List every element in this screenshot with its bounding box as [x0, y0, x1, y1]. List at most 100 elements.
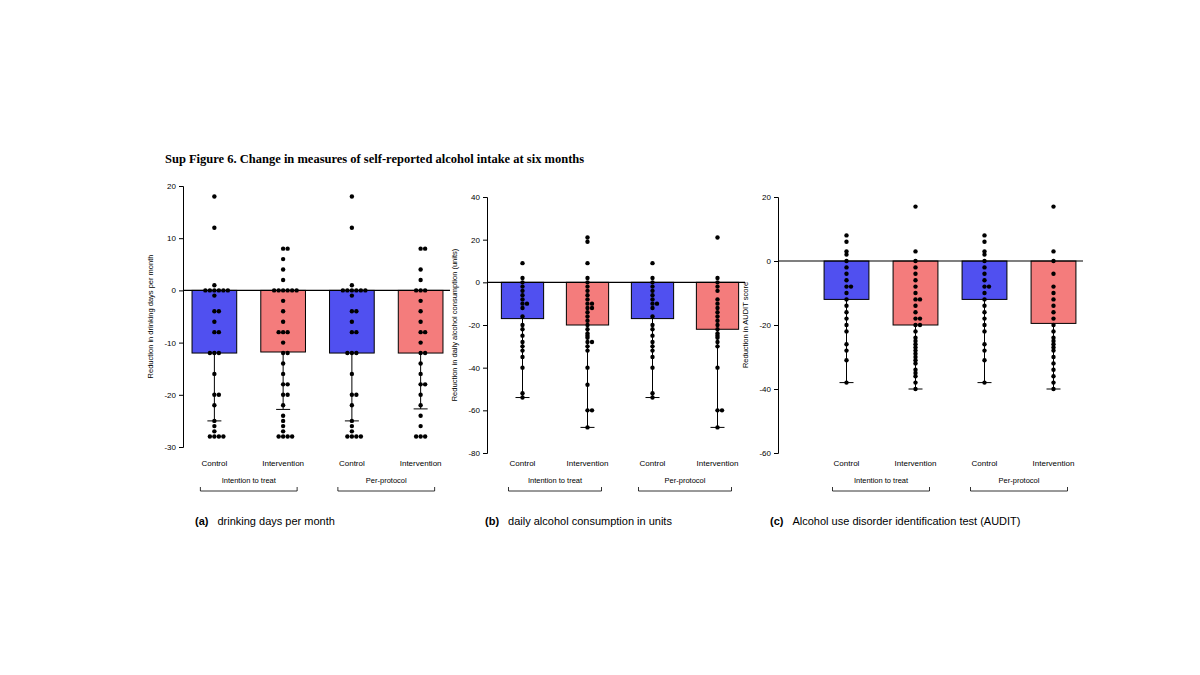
tick-label: -30	[164, 443, 176, 452]
data-point	[585, 301, 589, 305]
data-point	[1051, 304, 1055, 308]
data-point	[423, 330, 427, 334]
category-label: Intervention	[1033, 459, 1075, 468]
data-point	[212, 330, 216, 334]
data-point	[1051, 297, 1055, 301]
data-point	[212, 351, 216, 355]
panel-title: drinking days per month	[217, 515, 334, 527]
data-point	[285, 382, 289, 386]
data-point	[414, 434, 418, 438]
data-point	[212, 403, 216, 407]
data-point	[844, 342, 848, 346]
data-point	[982, 358, 986, 362]
group-bracket	[200, 487, 297, 491]
tick-mark	[179, 343, 183, 344]
data-point	[715, 319, 719, 323]
data-point	[418, 393, 422, 397]
tick: 0	[767, 257, 778, 266]
tick: -20	[164, 391, 183, 400]
data-point	[276, 330, 280, 334]
bar	[962, 261, 1007, 299]
data-point	[844, 316, 848, 320]
data-point	[520, 289, 524, 293]
data-point	[212, 293, 216, 297]
panel-caption: (a) drinking days per month	[195, 515, 335, 527]
data-point	[982, 272, 986, 276]
data-point	[655, 301, 659, 305]
data-point	[982, 342, 986, 346]
tick-label: -20	[759, 321, 771, 330]
data-point	[585, 235, 589, 239]
error-bar	[345, 353, 359, 421]
tick-label: 20	[167, 182, 176, 191]
bar	[261, 290, 306, 352]
error-bar	[1047, 323, 1061, 389]
data-point	[715, 297, 719, 301]
data-point	[650, 391, 654, 395]
tick: -10	[164, 339, 183, 348]
data-point	[285, 393, 289, 397]
y-axis: -30-20-1001020	[164, 182, 183, 452]
data-point	[590, 306, 594, 310]
data-point	[650, 284, 654, 288]
panel-label: (a)	[195, 515, 209, 527]
data-point	[208, 351, 212, 355]
y-axis-title: Reduction in AUDIT score	[741, 282, 750, 368]
data-point	[1051, 329, 1055, 333]
error-bar	[516, 319, 530, 398]
y-axis-title: Reduction in drinking days per month	[146, 255, 155, 379]
data-point	[585, 297, 589, 301]
data-point	[354, 434, 358, 438]
category-label: Control	[510, 459, 536, 468]
data-point	[290, 434, 294, 438]
bar	[1031, 261, 1076, 323]
data-point	[350, 351, 354, 355]
data-point	[913, 329, 917, 333]
tick-mark	[483, 325, 487, 326]
data-point	[913, 316, 917, 320]
tick-label: -40	[759, 385, 771, 394]
data-point	[585, 293, 589, 297]
data-point	[418, 351, 422, 355]
tick: 20	[167, 182, 183, 191]
bar	[696, 282, 738, 329]
data-point	[715, 235, 719, 239]
data-point	[982, 278, 986, 282]
data-point	[585, 323, 589, 327]
zero-line	[778, 260, 1083, 261]
data-point	[844, 358, 848, 362]
group-label: Intention to treat	[528, 476, 583, 485]
data-point	[585, 314, 589, 318]
data-point	[715, 276, 719, 280]
error-line	[214, 353, 215, 421]
category-label: Intervention	[895, 459, 937, 468]
axis-line	[483, 198, 488, 454]
bar	[893, 261, 938, 325]
data-point	[520, 344, 524, 348]
group-bracket	[338, 487, 435, 491]
data-point	[844, 284, 848, 288]
bar	[192, 290, 237, 353]
data-point	[918, 297, 922, 301]
data-point	[982, 265, 986, 269]
data-point	[913, 304, 917, 308]
data-point	[715, 323, 719, 327]
data-point	[212, 372, 216, 376]
data-point	[350, 403, 354, 407]
data-point	[585, 284, 589, 288]
data-point	[418, 434, 422, 438]
tick: -80	[468, 449, 487, 458]
data-point	[844, 291, 848, 295]
data-point	[585, 327, 589, 331]
data-point	[350, 309, 354, 313]
data-point	[913, 291, 917, 295]
data-point	[285, 330, 289, 334]
data-point	[520, 323, 524, 327]
data-point	[1051, 387, 1055, 391]
data-point	[650, 323, 654, 327]
tick: 20	[762, 193, 778, 202]
data-point	[418, 330, 422, 334]
data-point	[913, 204, 917, 208]
tick-mark	[179, 290, 183, 291]
data-point	[1051, 380, 1055, 384]
